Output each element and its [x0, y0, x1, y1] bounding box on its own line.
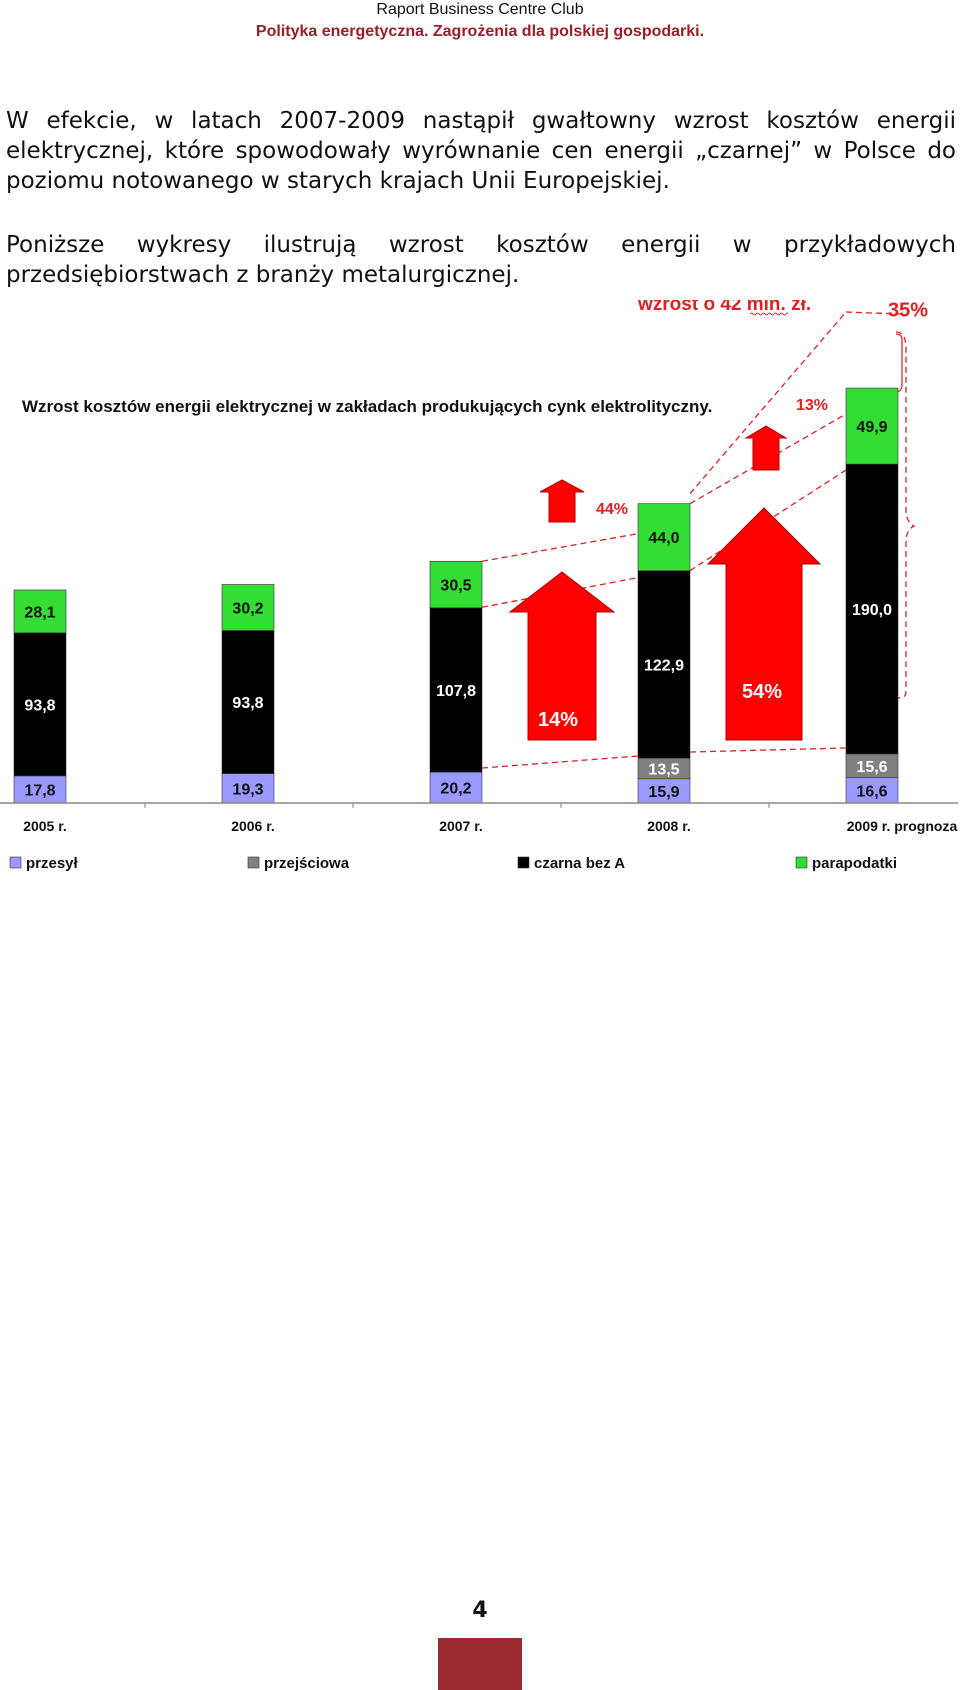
total-increase-label: wzrost o 42 mln. zł.	[637, 300, 811, 315]
data-label-czarna-bez-A-0: 93,8	[24, 697, 55, 714]
legend-swatch-3	[795, 856, 808, 869]
bar-czarna-bez-A-1	[221, 630, 275, 774]
data-label-przesył-2: 20,2	[440, 781, 471, 798]
page-number: 4	[472, 1598, 488, 1623]
data-label-przesył-3: 15,9	[648, 784, 679, 801]
total-pct-label: 35%	[888, 300, 928, 322]
arrow-green-2008	[539, 479, 585, 523]
data-label-czarna-bez-A-4: 190,0	[852, 602, 892, 619]
data-label-przejściowa-4: 15,6	[856, 759, 887, 776]
legend-label-2: czarna bez A	[534, 855, 625, 872]
x-tick-label-1: 2006 r.	[231, 818, 275, 834]
bar-przesył-3	[637, 778, 691, 804]
black-2009-pct: 54%	[742, 681, 782, 703]
arrow-black-2009	[706, 507, 822, 741]
data-label-czarna-bez-A-2: 107,8	[436, 683, 476, 700]
data-label-parapodatki-2: 30,5	[440, 578, 471, 595]
x-tick-label-4: 2009 r. prognoza	[847, 818, 958, 834]
black-2008-pct: 14%	[538, 709, 578, 731]
bar-czarna-bez-A-0	[13, 632, 67, 777]
data-label-parapodatki-3: 44,0	[648, 530, 679, 547]
bar-parapodatki-4	[845, 387, 899, 465]
bar-parapodatki-2	[429, 560, 483, 609]
data-label-przesył-0: 17,8	[24, 782, 55, 799]
green-2009-pct: 13%	[796, 397, 828, 414]
x-tick-label-0: 2005 r.	[23, 818, 67, 834]
data-label-parapodatki-1: 30,2	[232, 600, 263, 617]
data-label-przesył-4: 16,6	[856, 783, 887, 800]
dash-base-2007-2008	[481, 755, 639, 769]
green-2008-pct: 44%	[596, 501, 628, 518]
header-subtitle: Polityka energetyczna. Zagrożenia dla po…	[255, 23, 705, 40]
green-bracket	[895, 333, 903, 393]
data-label-parapodatki-0: 28,1	[24, 604, 55, 621]
data-label-czarna-bez-A-3: 122,9	[644, 657, 684, 674]
header-title: Raport Business Centre Club	[376, 1, 584, 18]
paragraph-1: W efekcie, w latach 2007-2009 nastąpił g…	[6, 108, 956, 194]
data-label-przejściowa-3: 13,5	[648, 761, 679, 778]
dash-green-bot-2007-2008	[481, 577, 639, 608]
spellcheck-underline	[750, 312, 788, 316]
x-tick-label-2: 2007 r.	[439, 818, 483, 834]
data-label-czarna-bez-A-1: 93,8	[232, 695, 263, 712]
dash-base-2008-2009	[689, 747, 847, 753]
legend-label-1: przejściowa	[264, 855, 350, 872]
cost-chart: 14% 54% 44% 13% wzrost o 42 mln. zł. 35% Wzro…	[0, 300, 958, 872]
legend-swatch-2	[517, 856, 530, 869]
bar-czarna-bez-A-2	[429, 607, 483, 773]
bar-parapodatki-3	[637, 503, 691, 572]
page-footer-block	[438, 1638, 522, 1690]
chart-title: Wzrost kosztów energii elektrycznej w za…	[22, 397, 712, 416]
total-bracket	[895, 331, 916, 699]
data-label-przesył-1: 19,3	[232, 781, 263, 798]
x-tick-label-3: 2008 r.	[647, 818, 691, 834]
dash-total-top2	[845, 311, 901, 315]
bar-parapodatki-1	[221, 584, 275, 631]
dash-green-top-2007-2008	[481, 533, 639, 562]
data-label-parapodatki-4: 49,9	[856, 419, 887, 436]
legend-swatch-0	[9, 856, 22, 869]
arrow-green-2009	[744, 425, 788, 471]
legend-label-0: przesył	[26, 855, 79, 872]
arrow-black-2008	[508, 571, 616, 741]
bar-czarna-bez-A-4	[845, 463, 899, 755]
bar-przesył-2	[429, 771, 483, 804]
paragraph-2: Poniższe wykresy ilustrują wzrost kosztó…	[6, 232, 956, 288]
bar-parapodatki-0	[13, 589, 67, 634]
legend-label-3: parapodatki	[812, 855, 897, 872]
legend-swatch-1	[247, 856, 260, 869]
